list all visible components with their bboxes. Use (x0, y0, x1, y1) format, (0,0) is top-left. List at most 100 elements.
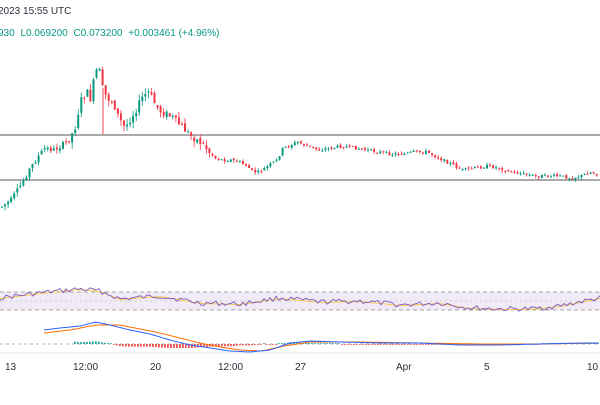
macd-histogram-bar (221, 344, 223, 347)
candle-body (37, 155, 40, 163)
candle-body (89, 89, 92, 102)
candle-body (217, 158, 220, 160)
candle-body (324, 148, 327, 150)
candle-body (464, 168, 467, 170)
candle-body (119, 113, 122, 121)
candle-body (476, 166, 479, 168)
macd-histogram-bar (152, 344, 154, 347)
x-tick-label: Apr (396, 362, 412, 373)
macd-histogram-bar (251, 344, 253, 346)
candle-body (235, 160, 238, 162)
macd-histogram-bar (344, 344, 346, 345)
macd-histogram-bar (398, 344, 400, 345)
macd-histogram-bar (254, 344, 256, 345)
macd-histogram-bar (284, 343, 286, 344)
candle-body (74, 129, 77, 134)
candle-body (519, 173, 522, 175)
candle-body (123, 120, 125, 126)
macd-histogram-bar (329, 343, 331, 344)
macd-histogram-bar (371, 344, 373, 345)
macd-pane (0, 321, 600, 353)
candle-body (473, 166, 476, 169)
candle-body (470, 168, 473, 170)
candle-body (153, 93, 156, 104)
candle-body (116, 108, 119, 114)
macd-histogram-bar (272, 344, 274, 345)
candle-body (525, 173, 528, 175)
candle-body (306, 144, 308, 146)
candle-body (62, 142, 64, 149)
candle-body (272, 161, 275, 163)
macd-histogram-bar (347, 344, 349, 345)
macd-histogram-bar (242, 344, 244, 346)
macd-histogram-bar (74, 341, 76, 344)
candle-body (208, 148, 211, 153)
macd-histogram-bar (146, 344, 148, 347)
macd-histogram-bar (323, 343, 325, 344)
candle-body (10, 197, 13, 203)
macd-histogram-bar (203, 344, 205, 347)
macd-histogram-bar (104, 342, 106, 344)
ohlc-change-value: +0.003461 (+4.96%) (128, 28, 220, 39)
macd-histogram-bar (227, 344, 229, 347)
macd-histogram-bar (281, 343, 283, 344)
candle-body (214, 155, 217, 159)
x-tick-label: 27 (295, 362, 307, 373)
x-tick-label: 12:00 (218, 362, 243, 373)
candle-body (126, 124, 128, 127)
candle-body (46, 147, 49, 150)
candle-body (510, 171, 513, 173)
candle-body (562, 175, 565, 177)
candle-body (245, 164, 247, 166)
candle-body (428, 150, 430, 153)
x-tick-label: 13 (5, 362, 17, 373)
candle-body (367, 149, 369, 151)
macd-histogram-bar (179, 344, 181, 348)
candle-body (312, 146, 315, 148)
macd-histogram-bar (356, 344, 358, 345)
macd-histogram-bar (137, 344, 139, 347)
candle-body (184, 123, 186, 132)
candle-body (193, 137, 196, 142)
candle-body (425, 150, 427, 154)
candle-body (559, 175, 562, 177)
candle-body (211, 153, 214, 156)
macd-histogram-bar (413, 344, 415, 345)
macd-histogram-bar (380, 344, 382, 345)
macd-histogram-bar (275, 344, 277, 345)
candle-body (135, 112, 138, 117)
candle-body (257, 170, 260, 172)
macd-histogram-bar (392, 344, 394, 345)
candle-body (4, 204, 6, 207)
macd-histogram-bar (92, 341, 94, 344)
candle-body (177, 117, 180, 125)
candle-body (434, 155, 437, 158)
candle-body (269, 163, 272, 167)
candle-body (19, 185, 22, 188)
candle-body (156, 105, 159, 108)
candle-body (77, 114, 80, 129)
macd-histogram-bar (233, 344, 235, 346)
candle-body (461, 168, 464, 170)
macd-histogram-bar (215, 344, 217, 347)
candle-body (376, 152, 379, 154)
candle-body (293, 142, 296, 146)
macd-histogram-bar (269, 344, 271, 345)
candle-body (31, 164, 34, 168)
macd-histogram-bar (230, 344, 232, 347)
candle-body (370, 149, 373, 151)
macd-histogram-bar (107, 343, 109, 344)
candle-body (71, 133, 74, 143)
candle-body (187, 131, 190, 133)
rsi-pane (0, 287, 600, 312)
macd-histogram-bar (305, 342, 307, 344)
macd-histogram-bar (83, 342, 85, 344)
candle-body (589, 172, 592, 174)
time-axis[interactable]: 13 12:00 20 12:00 27 Apr 5 10 (0, 352, 600, 373)
candle-body (537, 176, 540, 178)
macd-histogram-bar (596, 343, 598, 344)
candle-body (489, 164, 491, 166)
candle-body (446, 160, 449, 164)
